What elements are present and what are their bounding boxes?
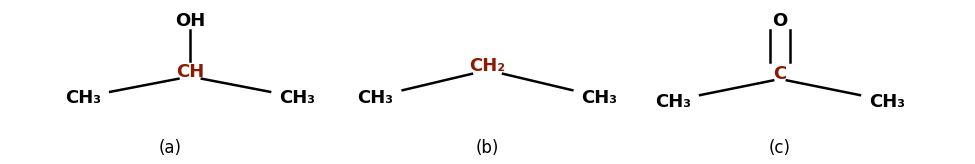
Text: CH₃: CH₃ <box>582 89 617 107</box>
Text: CH₃: CH₃ <box>870 93 905 111</box>
Text: (a): (a) <box>159 139 182 157</box>
Text: CH₃: CH₃ <box>65 89 100 107</box>
Text: CH: CH <box>176 63 204 81</box>
Text: CH₃: CH₃ <box>655 93 690 111</box>
Text: CH₃: CH₃ <box>358 89 393 107</box>
Text: CH₂: CH₂ <box>469 57 506 75</box>
Text: CH₃: CH₃ <box>280 89 315 107</box>
Text: (b): (b) <box>476 139 499 157</box>
Text: OH: OH <box>175 12 206 30</box>
Text: O: O <box>772 12 788 30</box>
Text: C: C <box>773 65 787 83</box>
Text: (c): (c) <box>769 139 791 157</box>
